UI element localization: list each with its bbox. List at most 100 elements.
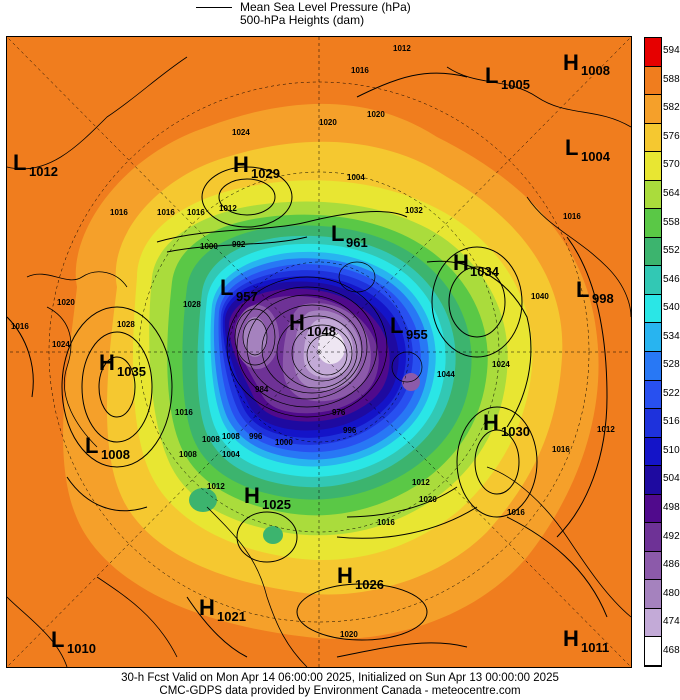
colorbar-label: 582 [663, 102, 680, 114]
isobar-label: 1000 [275, 438, 293, 447]
isobar-label: 1008 [202, 435, 220, 444]
svg-text:1012: 1012 [29, 164, 58, 179]
isobar-label: 1020 [419, 495, 437, 504]
map-legend: Mean Sea Level Pressure (hPa) 500-hPa He… [196, 0, 496, 28]
svg-text:961: 961 [346, 235, 368, 250]
isobars [7, 72, 608, 658]
svg-text:H: H [99, 350, 115, 375]
pressure-center-high: H 1048 [289, 310, 336, 339]
colorbar-label: 552 [663, 245, 680, 257]
svg-text:1026: 1026 [355, 577, 384, 592]
colorbar-swatch [645, 580, 661, 609]
svg-text:998: 998 [592, 291, 614, 306]
pressure-center-high: H 1035 [99, 350, 146, 379]
pressure-center-high: H 1008 [563, 50, 610, 78]
isobar-line-sample [196, 7, 232, 8]
svg-text:1004: 1004 [581, 149, 611, 164]
svg-text:H: H [453, 250, 469, 275]
colorbar-swatch [645, 437, 661, 467]
colorbar-label: 570 [663, 159, 680, 171]
svg-text:H: H [337, 563, 353, 588]
colorbar-swatch [645, 380, 661, 410]
colorbar-label: 498 [663, 502, 680, 513]
isobar-label: 1016 [11, 322, 29, 331]
legend-heights-label: 500-hPa Heights (dam) [240, 13, 365, 27]
isobar-label: 1016 [175, 408, 193, 417]
isobar-label: 1008 [179, 450, 197, 459]
isobar-label: 1016 [377, 518, 395, 527]
svg-text:H: H [289, 310, 305, 335]
forecast-map: 1012 1016 1016 1024 1020 1004 1016 1016 … [6, 36, 632, 668]
isobar-label: 1004 [222, 450, 240, 459]
svg-text:957: 957 [236, 289, 258, 304]
svg-text:1011: 1011 [581, 640, 609, 655]
isobar-label: 1024 [52, 340, 70, 349]
isobar-label: 976 [332, 408, 346, 417]
pressure-center-low: L 1008 [85, 433, 130, 462]
forecast-valid-time: 30-h Fcst Valid on Mon Apr 14 06:00:00 2… [121, 672, 559, 684]
svg-text:L: L [576, 277, 589, 302]
colorbar-swatch [645, 608, 661, 638]
map-footer: 30-h Fcst Valid on Mon Apr 14 06:00:00 2… [0, 672, 680, 698]
colorbar-label: 504 [663, 473, 680, 485]
pressure-center-high: H 1021 [199, 595, 246, 624]
svg-text:1008: 1008 [101, 447, 130, 462]
pressure-center-high: H 1011 [563, 626, 609, 655]
pressure-center-high: H 1026 [337, 563, 384, 592]
colorbar-label: 558 [663, 216, 680, 228]
colorbar-swatch [645, 38, 661, 67]
pressure-center-low: L 1012 [13, 150, 58, 179]
isobar-label: 1028 [117, 320, 135, 329]
colorbar-label: 528 [663, 359, 680, 371]
isobars-core [226, 261, 423, 418]
isobar-label: 1024 [232, 128, 250, 137]
isobar-label: 1016 [187, 208, 205, 217]
colorbar-swatch [645, 180, 661, 210]
colorbar-swatch [645, 266, 661, 295]
pressure-center-high: H 1030 [483, 410, 530, 439]
pressure-centers: L 1005 H 1008 L 1012 H 1029 L 1004 L 961 H 1034… [13, 50, 614, 656]
colorbar-swatch [645, 409, 661, 438]
isobar-label: 1020 [340, 630, 358, 639]
svg-text:L: L [51, 627, 64, 652]
colorbar-swatch [645, 352, 661, 381]
pressure-center-low: L 957 [220, 275, 258, 304]
isobar-label: 1016 [507, 508, 525, 517]
colorbar-swatch [645, 123, 661, 153]
svg-text:L: L [220, 275, 233, 300]
isobar-label: 1016 [563, 212, 581, 221]
colorbar-label: 546 [663, 273, 680, 285]
legend-mslp-label: Mean Sea Level Pressure (hPa) [240, 0, 411, 14]
isobar-label: 992 [232, 240, 246, 249]
graticule [7, 37, 631, 667]
isobar-label: 1012 [393, 44, 411, 53]
svg-text:L: L [85, 433, 98, 458]
isobar-label: 1012 [412, 478, 430, 487]
colorbar-label: 468 [663, 644, 680, 656]
svg-text:L: L [565, 135, 578, 160]
colorbar-swatch [645, 466, 661, 495]
svg-text:L: L [13, 150, 26, 175]
svg-text:1029: 1029 [251, 166, 280, 181]
svg-text:H: H [483, 410, 499, 435]
colorbar-swatch [645, 494, 661, 524]
colorbar-swatch [645, 294, 661, 324]
pressure-center-low: L 961 [331, 221, 368, 250]
svg-text:1025: 1025 [262, 497, 291, 512]
colorbar-swatch [645, 523, 661, 552]
svg-text:H: H [199, 595, 215, 620]
isobar-label: 1024 [492, 360, 510, 369]
isobar-label: 1008 [222, 432, 240, 441]
svg-text:1035: 1035 [117, 364, 146, 379]
height-fill-cell-south-2 [189, 488, 217, 512]
svg-text:H: H [563, 50, 579, 75]
height-fill-cell-west-core [243, 317, 267, 357]
coastlines [7, 56, 631, 667]
colorbar-swatch [645, 152, 661, 181]
colorbar-label: 540 [663, 302, 680, 314]
svg-text:L: L [331, 221, 344, 246]
colorbar-label: 534 [663, 330, 680, 342]
svg-text:1021: 1021 [217, 609, 246, 624]
colorbar-label: 564 [663, 188, 680, 199]
svg-text:1048: 1048 [307, 324, 336, 339]
